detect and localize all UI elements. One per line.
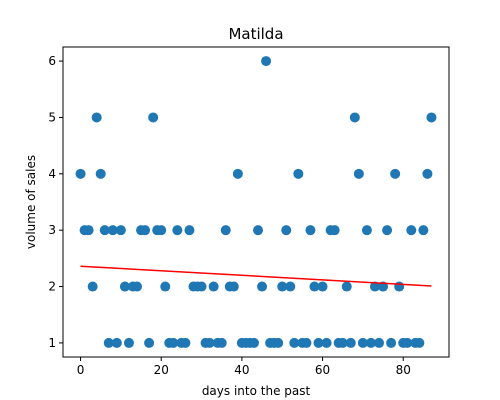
scatter-point bbox=[95, 168, 106, 179]
trend-line bbox=[80, 265, 432, 287]
y-tick-label: 4 bbox=[48, 167, 56, 181]
scatter-point bbox=[168, 337, 179, 348]
scatter-point bbox=[184, 225, 195, 236]
axes-frame bbox=[62, 46, 450, 358]
scatter-point bbox=[273, 337, 284, 348]
scatter-point bbox=[160, 281, 171, 292]
scatter-point bbox=[406, 225, 417, 236]
scatter-point bbox=[180, 337, 191, 348]
scatter-point bbox=[144, 337, 155, 348]
scatter-point bbox=[321, 337, 332, 348]
scatter-point bbox=[394, 281, 405, 292]
y-tick-label: 6 bbox=[48, 54, 56, 68]
scatter-point bbox=[386, 337, 397, 348]
scatter-point bbox=[253, 225, 264, 236]
scatter-point bbox=[119, 281, 130, 292]
scatter-point bbox=[301, 337, 312, 348]
scatter-point bbox=[317, 281, 328, 292]
scatter-point bbox=[353, 168, 364, 179]
scatter-point bbox=[103, 337, 114, 348]
scatter-point bbox=[228, 281, 239, 292]
y-axis-ticks: 1 2 3 4 5 6 bbox=[48, 54, 63, 350]
scatter-point bbox=[390, 168, 401, 179]
x-tick-label: 40 bbox=[234, 363, 249, 377]
scatter-point bbox=[313, 337, 324, 348]
scatter-point bbox=[382, 225, 393, 236]
scatter-point bbox=[281, 225, 292, 236]
scatter-point bbox=[156, 225, 167, 236]
scatter-point bbox=[248, 337, 259, 348]
scatter-point bbox=[115, 225, 126, 236]
y-tick-label: 2 bbox=[48, 280, 56, 294]
scatter-point bbox=[204, 337, 215, 348]
scatter-point bbox=[107, 225, 118, 236]
scatter-point bbox=[91, 112, 102, 123]
scatter-point bbox=[422, 168, 433, 179]
scatter-point bbox=[232, 168, 243, 179]
scatter-point bbox=[426, 112, 437, 123]
scatter-point bbox=[123, 337, 134, 348]
plot-area bbox=[75, 56, 437, 348]
scatter-point bbox=[75, 168, 86, 179]
scatter-point bbox=[216, 337, 227, 348]
x-tick-label: 0 bbox=[77, 363, 85, 377]
scatter-point bbox=[289, 337, 300, 348]
y-tick-label: 3 bbox=[48, 223, 56, 237]
y-tick-label: 1 bbox=[48, 336, 56, 350]
scatter-point bbox=[277, 281, 288, 292]
chart-title: Matilda bbox=[228, 25, 283, 43]
scatter-point bbox=[208, 281, 219, 292]
scatter-point bbox=[345, 337, 356, 348]
scatter-point bbox=[111, 337, 122, 348]
x-tick-label: 80 bbox=[396, 363, 411, 377]
scatter-point bbox=[257, 281, 268, 292]
scatter-point bbox=[369, 281, 380, 292]
scatter-point bbox=[305, 225, 316, 236]
y-axis-label: volume of sales bbox=[24, 155, 38, 249]
scatter-point bbox=[329, 225, 340, 236]
scatter-point bbox=[132, 281, 143, 292]
scatter-point bbox=[357, 337, 368, 348]
x-axis-ticks: 0 20 40 60 80 bbox=[77, 357, 411, 377]
scatter-point bbox=[285, 281, 296, 292]
scatter-point bbox=[140, 225, 151, 236]
x-tick-label: 60 bbox=[315, 363, 330, 377]
scatter-point bbox=[341, 281, 352, 292]
scatter-point bbox=[414, 337, 425, 348]
scatter-point bbox=[418, 225, 429, 236]
x-tick-label: 20 bbox=[154, 363, 169, 377]
y-tick-label: 5 bbox=[48, 110, 56, 124]
scatter-point bbox=[87, 281, 98, 292]
x-axis-label: days into the past bbox=[202, 384, 311, 398]
scatter-point bbox=[196, 281, 207, 292]
scatter-point bbox=[148, 112, 159, 123]
scatter-point bbox=[293, 168, 304, 179]
scatter-point bbox=[172, 225, 183, 236]
scatter-point bbox=[99, 225, 110, 236]
scatter-point bbox=[365, 337, 376, 348]
scatter-point bbox=[220, 225, 231, 236]
scatter-point bbox=[337, 337, 348, 348]
scatter-point bbox=[261, 56, 272, 67]
scatter-point bbox=[349, 112, 360, 123]
scatter-point bbox=[309, 281, 320, 292]
scatter-point bbox=[402, 337, 413, 348]
scatter-point bbox=[361, 225, 372, 236]
scatter-point bbox=[374, 337, 385, 348]
scatter-point bbox=[83, 225, 94, 236]
